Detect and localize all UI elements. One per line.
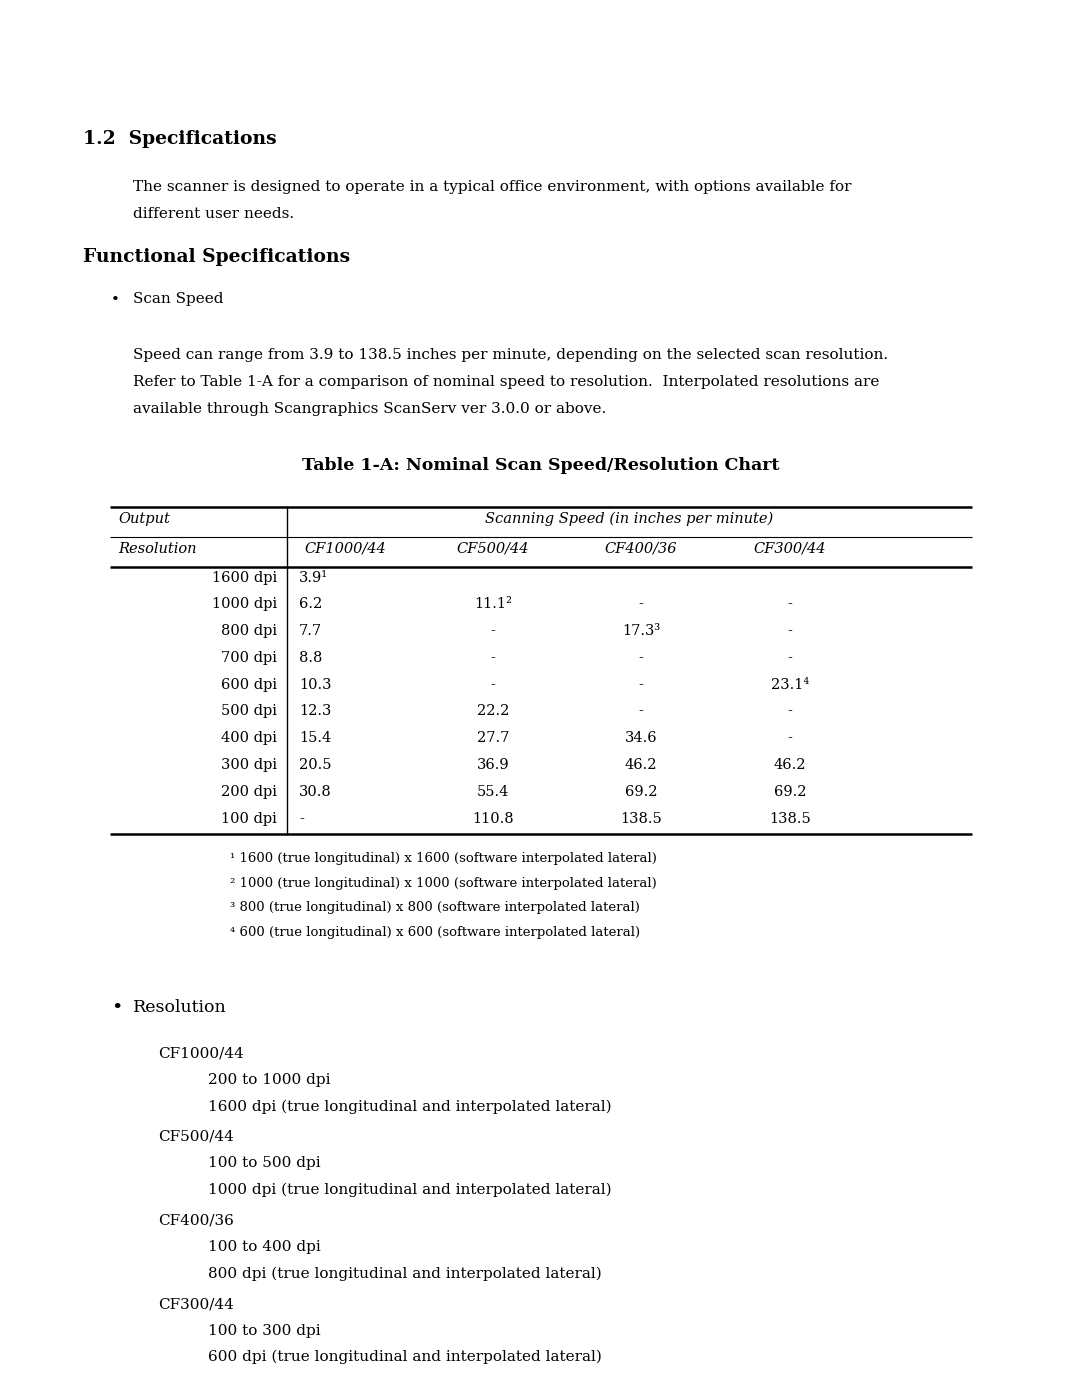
Text: CF1000/44: CF1000/44	[305, 542, 386, 556]
Text: Output: Output	[118, 511, 170, 527]
Text: 36.9: 36.9	[476, 759, 510, 773]
Text: 500 dpi: 500 dpi	[221, 704, 276, 718]
Text: 300 dpi: 300 dpi	[221, 759, 276, 773]
Text: 22.2: 22.2	[476, 704, 509, 718]
Text: -: -	[787, 624, 793, 638]
Text: Scan Speed: Scan Speed	[133, 292, 224, 306]
Text: -: -	[638, 651, 644, 665]
Text: ³ 800 (true longitudinal) x 800 (software interpolated lateral): ³ 800 (true longitudinal) x 800 (softwar…	[230, 901, 639, 915]
Text: CF300/44: CF300/44	[158, 1296, 234, 1310]
Text: available through Scangraphics ScanServ ver 3.0.0 or above.: available through Scangraphics ScanServ …	[133, 401, 606, 415]
Text: -: -	[490, 651, 496, 665]
Text: 69.2: 69.2	[624, 785, 658, 799]
Text: •: •	[111, 292, 120, 306]
Text: 8.8: 8.8	[299, 651, 322, 665]
Text: Speed can range from 3.9 to 138.5 inches per minute, depending on the selected s: Speed can range from 3.9 to 138.5 inches…	[133, 348, 888, 362]
Text: -: -	[787, 704, 793, 718]
Text: 100 to 300 dpi: 100 to 300 dpi	[208, 1323, 321, 1337]
Text: 10.3: 10.3	[299, 678, 332, 692]
Text: CF400/36: CF400/36	[605, 542, 677, 556]
Text: ¹ 1600 (true longitudinal) x 1600 (software interpolated lateral): ¹ 1600 (true longitudinal) x 1600 (softw…	[230, 852, 657, 866]
Text: 23.1⁴: 23.1⁴	[771, 678, 809, 692]
Text: 138.5: 138.5	[620, 812, 662, 826]
Text: Table 1-A: Nominal Scan Speed/Resolution Chart: Table 1-A: Nominal Scan Speed/Resolution…	[302, 457, 780, 474]
Text: 200 to 1000 dpi: 200 to 1000 dpi	[208, 1073, 330, 1087]
Text: -: -	[490, 624, 496, 638]
Text: ⁴ 600 (true longitudinal) x 600 (software interpolated lateral): ⁴ 600 (true longitudinal) x 600 (softwar…	[230, 926, 640, 939]
Text: 600 dpi: 600 dpi	[221, 678, 276, 692]
Text: 800 dpi (true longitudinal and interpolated lateral): 800 dpi (true longitudinal and interpola…	[208, 1267, 602, 1281]
Text: 46.2: 46.2	[624, 759, 658, 773]
Text: 17.3³: 17.3³	[622, 624, 660, 638]
Text: CF300/44: CF300/44	[754, 542, 826, 556]
Text: 1.2  Specifications: 1.2 Specifications	[83, 130, 276, 148]
Text: CF1000/44: CF1000/44	[158, 1046, 244, 1060]
Text: The scanner is designed to operate in a typical office environment, with options: The scanner is designed to operate in a …	[133, 180, 851, 194]
Text: 110.8: 110.8	[472, 812, 514, 826]
Text: 800 dpi: 800 dpi	[221, 624, 276, 638]
Text: ² 1000 (true longitudinal) x 1000 (software interpolated lateral): ² 1000 (true longitudinal) x 1000 (softw…	[230, 877, 657, 890]
Text: CF500/44: CF500/44	[158, 1130, 234, 1144]
Text: -: -	[787, 651, 793, 665]
Text: 3.9¹: 3.9¹	[299, 570, 328, 584]
Text: -: -	[638, 704, 644, 718]
Text: 1600 dpi: 1600 dpi	[212, 570, 276, 584]
Text: CF500/44: CF500/44	[457, 542, 529, 556]
Text: CF400/36: CF400/36	[158, 1214, 234, 1228]
Text: 138.5: 138.5	[769, 812, 811, 826]
Text: 20.5: 20.5	[299, 759, 332, 773]
Text: 200 dpi: 200 dpi	[221, 785, 276, 799]
Text: -: -	[638, 598, 644, 612]
Text: -: -	[787, 598, 793, 612]
Text: 6.2: 6.2	[299, 598, 322, 612]
Text: different user needs.: different user needs.	[133, 207, 294, 221]
Text: 46.2: 46.2	[773, 759, 807, 773]
Text: •: •	[111, 999, 122, 1017]
Text: Resolution: Resolution	[118, 542, 197, 556]
Text: 55.4: 55.4	[476, 785, 509, 799]
Text: 27.7: 27.7	[476, 731, 509, 746]
Text: 7.7: 7.7	[299, 624, 322, 638]
Text: 100 to 500 dpi: 100 to 500 dpi	[208, 1157, 321, 1171]
Text: 400 dpi: 400 dpi	[221, 731, 276, 746]
Text: 34.6: 34.6	[624, 731, 658, 746]
Text: 100 dpi: 100 dpi	[221, 812, 276, 826]
Text: -: -	[299, 812, 303, 826]
Text: -: -	[787, 731, 793, 746]
Text: 11.1²: 11.1²	[474, 598, 512, 612]
Text: 1000 dpi (true longitudinal and interpolated lateral): 1000 dpi (true longitudinal and interpol…	[208, 1183, 611, 1197]
Text: Resolution: Resolution	[133, 999, 227, 1016]
Text: 30.8: 30.8	[299, 785, 332, 799]
Text: -: -	[638, 678, 644, 692]
Text: Scanning Speed (in inches per minute): Scanning Speed (in inches per minute)	[485, 511, 773, 527]
Text: 1600 dpi (true longitudinal and interpolated lateral): 1600 dpi (true longitudinal and interpol…	[208, 1099, 611, 1113]
Text: 600 dpi (true longitudinal and interpolated lateral): 600 dpi (true longitudinal and interpola…	[208, 1350, 602, 1365]
Text: -: -	[490, 678, 496, 692]
Text: 69.2: 69.2	[773, 785, 807, 799]
Text: 1000 dpi: 1000 dpi	[212, 598, 276, 612]
Text: 700 dpi: 700 dpi	[221, 651, 276, 665]
Text: 12.3: 12.3	[299, 704, 332, 718]
Text: 15.4: 15.4	[299, 731, 332, 746]
Text: 100 to 400 dpi: 100 to 400 dpi	[208, 1241, 321, 1255]
Text: Functional Specifications: Functional Specifications	[83, 249, 350, 267]
Text: Refer to Table 1-A for a comparison of nominal speed to resolution.  Interpolate: Refer to Table 1-A for a comparison of n…	[133, 374, 879, 388]
